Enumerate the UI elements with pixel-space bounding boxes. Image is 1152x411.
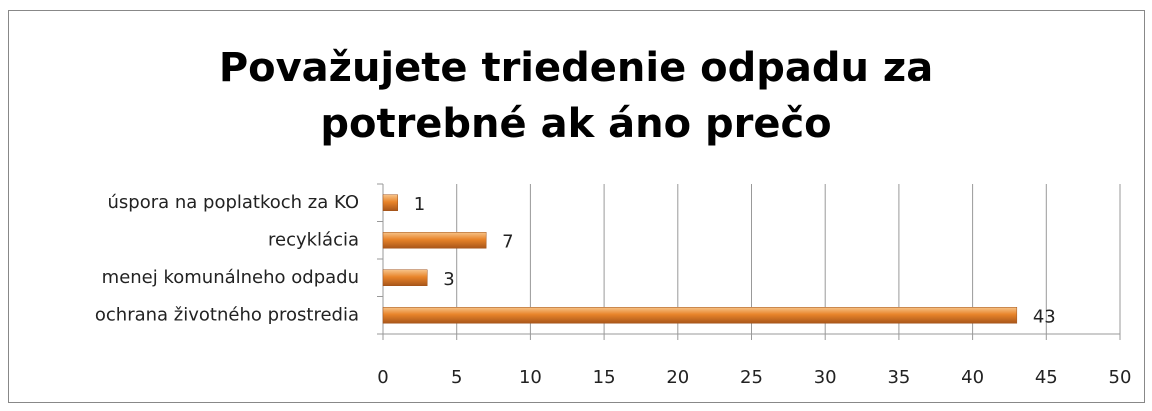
bar: [382, 232, 487, 249]
y-tick-label: menej komunálneho odpadu: [102, 267, 359, 288]
bar: [382, 307, 1018, 324]
x-tick-label: 40: [961, 367, 984, 388]
x-tick-label: 20: [666, 367, 689, 388]
x-tick-label: 25: [740, 367, 763, 388]
value-label: 7: [502, 231, 513, 252]
x-tick-label: 45: [1035, 367, 1058, 388]
value-label: 43: [1033, 306, 1056, 327]
x-tick-label: 50: [1109, 367, 1132, 388]
chart-frame: [8, 10, 1145, 403]
bar: [382, 269, 428, 286]
chart-title: Považujete triedenie odpadu za potrebné …: [218, 45, 934, 147]
x-tick-label: 15: [593, 367, 616, 388]
x-tick-label: 0: [377, 367, 388, 388]
bar: [382, 194, 398, 211]
value-label: 3: [443, 269, 454, 290]
y-tick-label: recyklácia: [268, 229, 359, 250]
value-label: 1: [414, 194, 425, 215]
y-tick-label: ochrana životného prostredia: [95, 304, 359, 325]
x-tick-label: 5: [451, 367, 462, 388]
x-tick-label: 30: [814, 367, 837, 388]
y-tick-label: úspora na poplatkoch za KO: [108, 192, 360, 213]
x-tick-label: 10: [519, 367, 542, 388]
x-tick-label: 35: [887, 367, 910, 388]
